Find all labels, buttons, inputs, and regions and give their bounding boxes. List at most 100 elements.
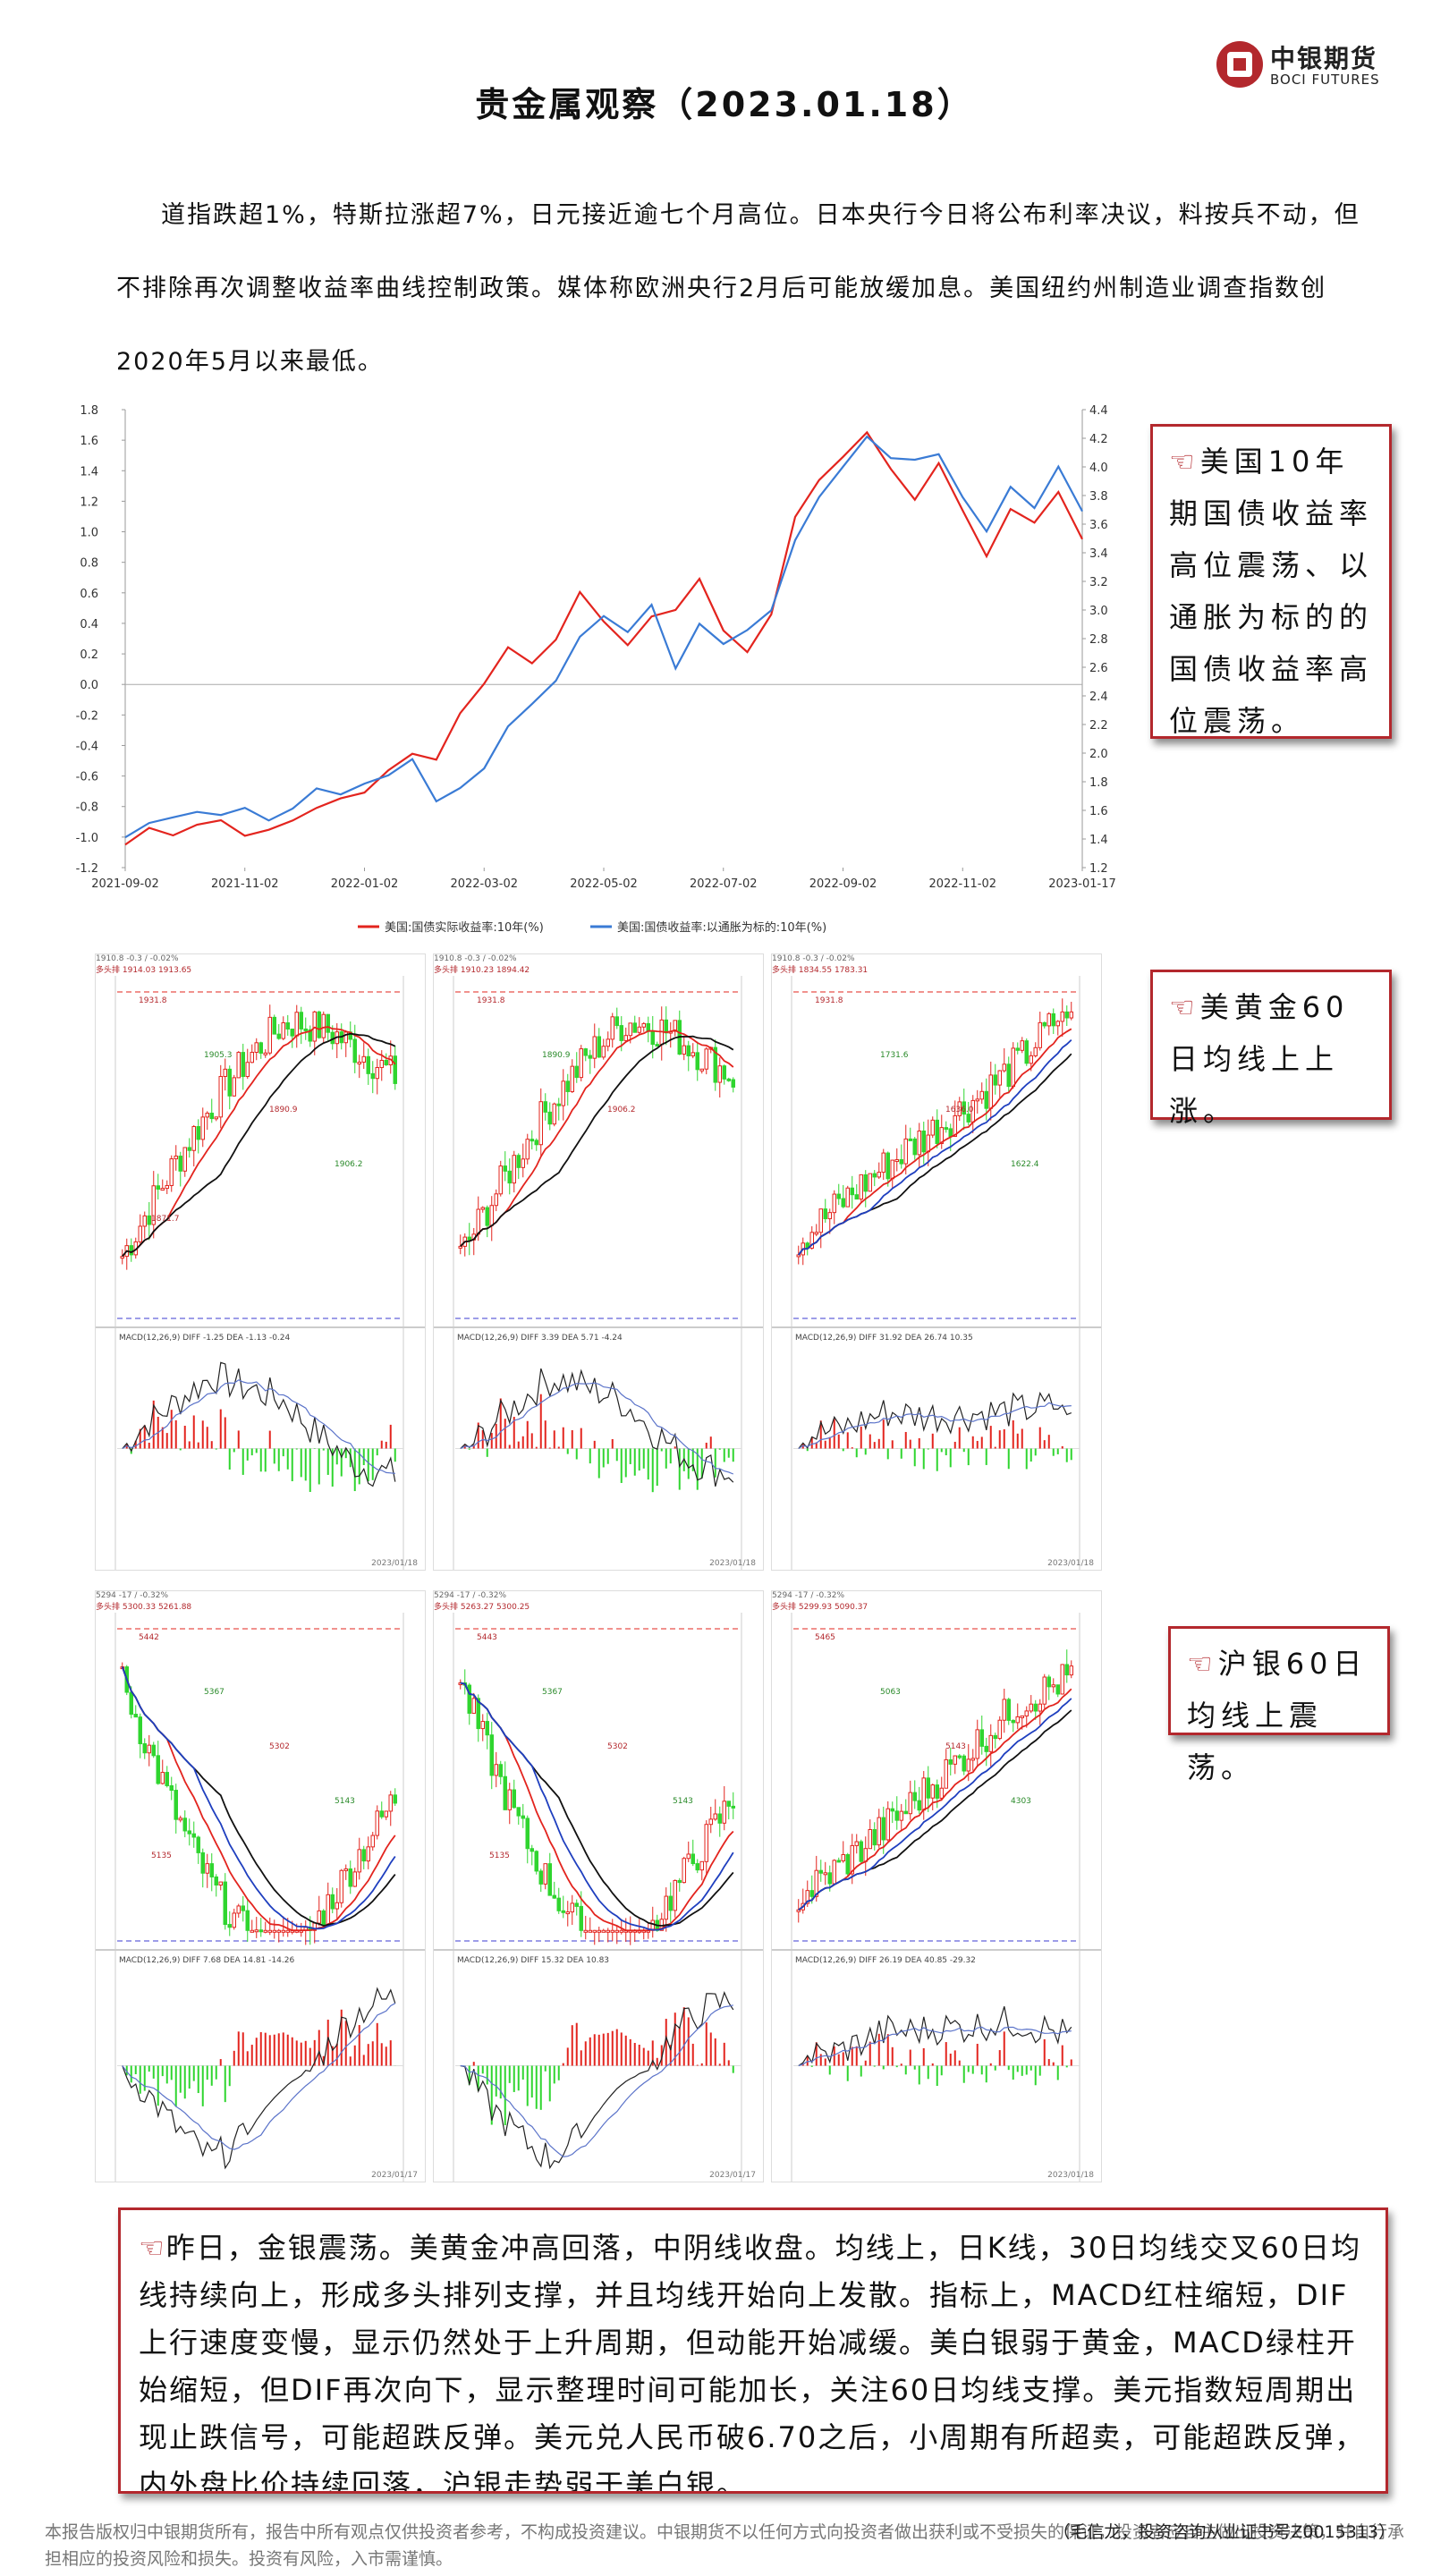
candle: [267, 1929, 272, 1933]
macd-line: [460, 2004, 733, 2157]
candle: [1033, 1046, 1038, 1056]
price-label: 5135: [151, 1852, 172, 1860]
macd-header: MACD(12,26,9) DIFF 7.68 DEA 14.81 -14.26: [119, 1956, 294, 1965]
y-left-tick-label: -0.2: [76, 709, 98, 723]
panel-date: 2023/01/18: [1047, 1559, 1094, 1568]
panel-price: 1910.8 -0.3 / -0.02%: [96, 954, 179, 963]
note-silver-text: 沪银60日均线上震荡。: [1187, 1647, 1368, 1784]
candle: [588, 1929, 592, 1933]
macd-header: MACD(12,26,9) DIFF 31.92 DEA 26.74 10.35: [795, 1334, 973, 1343]
pointing-hand-icon: ☜: [1169, 990, 1200, 1024]
candle: [796, 1909, 801, 1912]
x-tick-label: 2023-01-17: [1048, 877, 1116, 891]
candle: [370, 1835, 375, 1848]
candle: [467, 1684, 471, 1714]
note-yield-text: 美国10年期国债收益率高位震荡、以通胀为标的的国债收益率高位震荡。: [1169, 445, 1374, 738]
x-tick-label: 2022-09-02: [809, 877, 877, 891]
candle: [200, 1116, 205, 1140]
panel-header: 5294 -17 / -0.32% 多头排 5263.27 5300.25: [434, 1591, 763, 1613]
price-label: 1931.8: [139, 996, 167, 1005]
candle: [988, 1734, 993, 1752]
disclaimer: 本报告版权归中银期货所有，报告中所有观点仅供投资者参考，不构成投资建议。中银期货…: [45, 2519, 1413, 2572]
candle: [556, 1897, 561, 1911]
candle: [988, 1074, 993, 1109]
price-label: 4303: [1011, 1797, 1031, 1806]
candle: [196, 1836, 200, 1853]
candle: [975, 1098, 979, 1102]
candle: [809, 1232, 814, 1249]
candle: [209, 1863, 214, 1877]
candle: [285, 1929, 290, 1933]
y-left-tick-label: -0.4: [76, 740, 98, 753]
candle: [525, 1139, 530, 1160]
candle: [868, 1828, 872, 1850]
candle: [485, 1207, 489, 1226]
panel-price: 5294 -17 / -0.32%: [772, 1591, 845, 1600]
candle: [818, 1208, 823, 1233]
candle: [498, 1165, 503, 1195]
candle: [890, 1159, 894, 1180]
candle: [993, 1074, 997, 1086]
candle: [151, 1744, 156, 1757]
candle: [352, 1871, 357, 1887]
y-right-tick-label: 2.8: [1089, 633, 1108, 647]
candle: [731, 1079, 735, 1088]
candle: [726, 1801, 731, 1807]
x-tick-label: 2022-03-02: [450, 877, 518, 891]
price-label: 1890.9: [269, 1106, 298, 1114]
candle: [845, 1854, 850, 1875]
candle: [156, 1755, 160, 1784]
candle: [245, 1910, 250, 1931]
candle: [254, 1929, 258, 1933]
y-right-tick-label: 2.4: [1089, 691, 1108, 704]
macd-header: MACD(12,26,9) DIFF 26.19 DEA 40.85 -29.3…: [795, 1956, 976, 1965]
moving-average-line: [798, 1698, 1072, 1911]
macd-line: [122, 1379, 395, 1474]
candle: [614, 1016, 619, 1027]
gold-panel-1: 1910.8 -0.3 / -0.02% 多头排 1914.03 1913.65 1…: [95, 953, 426, 1571]
candle: [930, 1784, 935, 1799]
candle: [677, 1879, 682, 1884]
candle: [682, 1858, 686, 1884]
y-left-tick-label: 0.0: [80, 679, 98, 692]
candle: [850, 1844, 854, 1875]
candle: [538, 1101, 543, 1146]
candle: [241, 1905, 245, 1911]
panel-chart: 1931.8 1890.9 1906.2 MACD(12,26,9) DIFF 3.3…: [434, 976, 763, 1570]
price-label: 5302: [269, 1742, 290, 1751]
candle: [832, 1860, 836, 1885]
candle: [682, 1045, 686, 1055]
candle: [1024, 1710, 1029, 1716]
candle: [214, 1876, 218, 1885]
candle: [579, 1905, 583, 1931]
candle: [1064, 1664, 1069, 1676]
candle: [236, 1905, 241, 1914]
candle: [921, 1130, 926, 1153]
candle: [1060, 1664, 1064, 1695]
candle: [281, 1929, 285, 1933]
candle: [294, 1012, 299, 1037]
candle: [151, 1185, 156, 1225]
price-label: 5465: [815, 1633, 835, 1642]
candle: [872, 1828, 877, 1846]
candle: [503, 1775, 507, 1810]
candle: [370, 1072, 375, 1080]
candle: [480, 1207, 485, 1210]
moving-average-line: [460, 1035, 734, 1248]
candle: [138, 1225, 142, 1242]
candle: [650, 1030, 655, 1046]
candle: [129, 1691, 133, 1716]
candle: [530, 1848, 534, 1852]
moving-average-line: [121, 1666, 396, 1930]
candle: [178, 1818, 182, 1821]
y-right-tick-label: 3.0: [1089, 605, 1108, 618]
panel-header: 1910.8 -0.3 / -0.02% 多头排 1910.23 1894.42: [434, 954, 763, 976]
candle: [178, 1156, 182, 1172]
y-right-tick-label: 3.4: [1089, 547, 1108, 561]
candle: [632, 1022, 637, 1033]
candle: [1002, 1063, 1006, 1072]
candle: [926, 1777, 930, 1799]
candle: [1055, 1021, 1060, 1027]
y-right-tick-label: 4.2: [1089, 433, 1108, 446]
candle: [877, 1172, 881, 1178]
